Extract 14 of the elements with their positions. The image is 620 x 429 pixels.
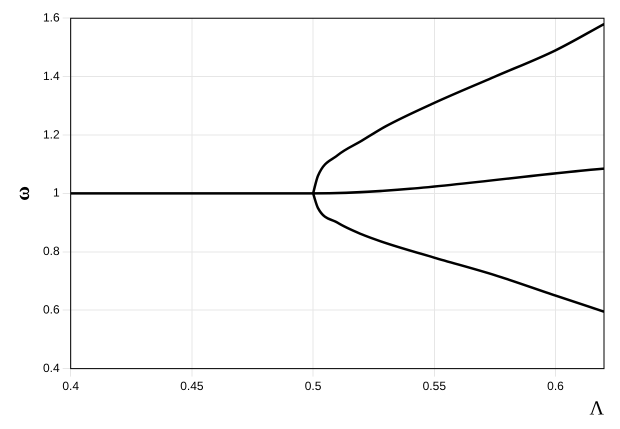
y-tick-label: 1.2 bbox=[42, 127, 60, 142]
x-axis-title: Λ bbox=[589, 397, 604, 420]
y-tick-label: 1 bbox=[52, 186, 60, 200]
y-tick-label: 0.4 bbox=[42, 360, 60, 375]
y-tick-label: 0.6 bbox=[42, 302, 60, 317]
y-tick-label: 1.6 bbox=[42, 10, 60, 25]
y-tick-label: 0.8 bbox=[42, 244, 60, 258]
x-tick-label: 0.55 bbox=[422, 379, 446, 394]
x-tick-label: 0.6 bbox=[547, 379, 564, 394]
x-tick-label: 0.4 bbox=[62, 379, 80, 394]
x-tick-label: 0.5 bbox=[304, 379, 322, 394]
x-tick-label: 0.45 bbox=[180, 379, 204, 394]
y-tick-label: 1.4 bbox=[42, 68, 60, 83]
y-axis-title: ω bbox=[12, 186, 34, 201]
